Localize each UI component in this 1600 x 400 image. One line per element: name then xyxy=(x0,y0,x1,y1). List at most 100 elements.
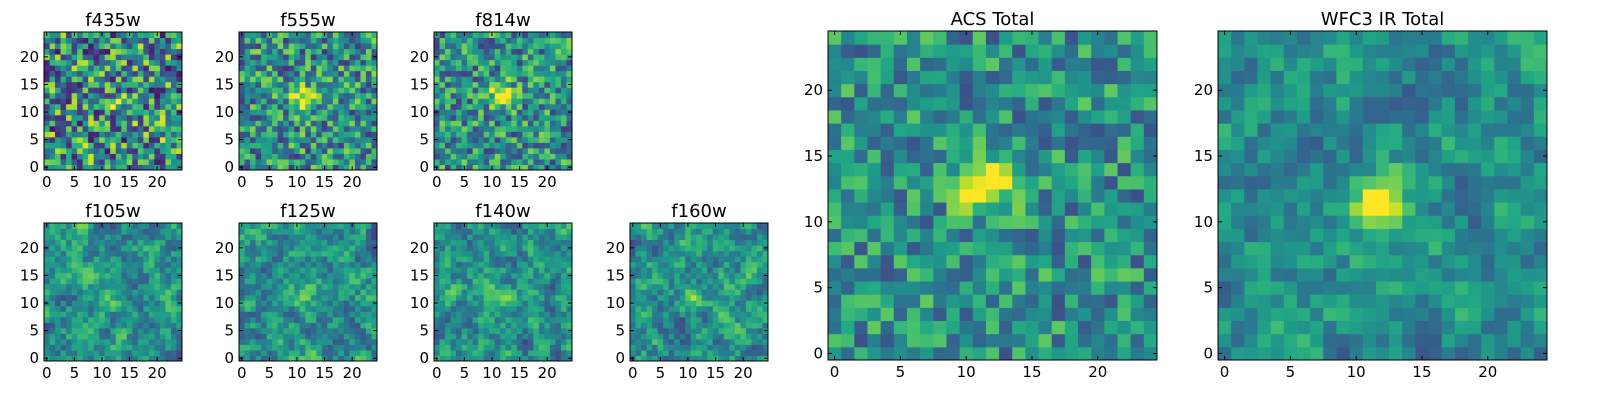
heatmap-cell xyxy=(148,125,155,132)
heatmap-cell xyxy=(310,153,317,160)
heatmap-cell xyxy=(707,283,714,290)
heatmap-cell xyxy=(500,322,507,329)
heatmap-cell xyxy=(478,103,485,110)
heatmap-cell xyxy=(685,322,692,329)
heatmap-cell xyxy=(143,136,150,143)
y-tick-label: 15 xyxy=(606,266,625,284)
heatmap-cell xyxy=(154,81,161,88)
heatmap-cell xyxy=(299,228,306,235)
heatmap-cell xyxy=(349,349,356,356)
heatmap-cell xyxy=(176,153,183,160)
heatmap-cell xyxy=(55,98,62,105)
heatmap-cell xyxy=(946,254,961,269)
heatmap-cell xyxy=(110,300,117,307)
heatmap-cell xyxy=(478,37,485,44)
heatmap-cell xyxy=(516,250,523,257)
heatmap-cell xyxy=(538,142,545,149)
heatmap-cell xyxy=(126,54,133,61)
heatmap-cell xyxy=(354,294,361,301)
heatmap-cell xyxy=(933,149,947,164)
heatmap-cell xyxy=(60,223,67,230)
heatmap-cell xyxy=(635,344,642,351)
heatmap-cell xyxy=(641,250,648,257)
heatmap-cell xyxy=(511,234,518,241)
heatmap-cell xyxy=(165,142,172,149)
heatmap-cell xyxy=(867,307,882,322)
heatmap-cell xyxy=(439,355,446,362)
heatmap-cell xyxy=(148,272,155,279)
heatmap-cell xyxy=(854,162,868,177)
heatmap-cell xyxy=(349,48,356,55)
heatmap-cell xyxy=(560,114,567,121)
heatmap-cell xyxy=(841,215,855,229)
heatmap-cell xyxy=(718,355,725,362)
heatmap-cell xyxy=(77,283,84,290)
heatmap-cell xyxy=(60,305,67,312)
heatmap-cell xyxy=(500,338,507,345)
heatmap-cell xyxy=(266,98,273,105)
heatmap-cell xyxy=(159,355,166,362)
heatmap-cell xyxy=(674,322,681,329)
heatmap-cell xyxy=(137,245,144,252)
heatmap-cell xyxy=(154,136,161,143)
heatmap-cell xyxy=(121,164,128,171)
heatmap-cell xyxy=(104,32,111,39)
heatmap-cell xyxy=(696,239,703,246)
heatmap-cell xyxy=(272,355,279,362)
heatmap-cell xyxy=(349,54,356,61)
heatmap-cell xyxy=(60,228,67,235)
heatmap-cell xyxy=(544,234,551,241)
heatmap-cell xyxy=(354,228,361,235)
heatmap-cell xyxy=(71,344,78,351)
heatmap-cell xyxy=(707,338,714,345)
heatmap-cell xyxy=(1104,294,1119,308)
heatmap-cell xyxy=(740,344,747,351)
heatmap-cell xyxy=(244,136,251,143)
heatmap-cell xyxy=(533,147,540,154)
heatmap-cell xyxy=(288,147,295,154)
heatmap-cell xyxy=(668,327,675,334)
heatmap-cell xyxy=(110,278,117,285)
heatmap-cell xyxy=(49,98,56,105)
heatmap-cell xyxy=(354,344,361,351)
heatmap-cell xyxy=(115,125,122,132)
heatmap-cell xyxy=(1064,175,1079,190)
heatmap-cell xyxy=(66,103,73,110)
heatmap-cell xyxy=(718,344,725,351)
heatmap-cell xyxy=(663,250,670,257)
heatmap-cell xyxy=(555,305,562,312)
heatmap-cell xyxy=(555,239,562,246)
heatmap-cell xyxy=(261,92,268,99)
heatmap-cell xyxy=(701,289,708,296)
heatmap-cell xyxy=(461,239,468,246)
heatmap-cell xyxy=(294,158,301,165)
heatmap-cell xyxy=(467,267,474,274)
heatmap-cell xyxy=(516,37,523,44)
heatmap-cell xyxy=(55,70,62,77)
heatmap-cell xyxy=(360,131,367,138)
heatmap-cell xyxy=(288,256,295,263)
heatmap-cell xyxy=(77,103,84,110)
heatmap-cell xyxy=(516,239,523,246)
heatmap-cell xyxy=(522,267,529,274)
heatmap-cell xyxy=(555,98,562,105)
heatmap-cell xyxy=(159,338,166,345)
heatmap-cell xyxy=(1078,307,1092,322)
heatmap-cell xyxy=(176,37,183,44)
heatmap-cell xyxy=(255,338,262,345)
heatmap-cell xyxy=(893,149,908,164)
heatmap-cell xyxy=(516,120,523,127)
heatmap-cell xyxy=(630,283,637,290)
heatmap-cell xyxy=(176,349,183,356)
heatmap-cell xyxy=(494,234,501,241)
heatmap-cell xyxy=(740,305,747,312)
heatmap-cell xyxy=(316,278,323,285)
heatmap-cell xyxy=(494,272,501,279)
heatmap-cell xyxy=(255,300,262,307)
heatmap-cell xyxy=(354,37,361,44)
heatmap-cell xyxy=(239,267,246,274)
y-tick-label: 0 xyxy=(29,158,39,176)
heatmap-cell xyxy=(321,256,328,263)
heatmap-cell xyxy=(261,289,268,296)
heatmap-cell xyxy=(516,125,523,132)
